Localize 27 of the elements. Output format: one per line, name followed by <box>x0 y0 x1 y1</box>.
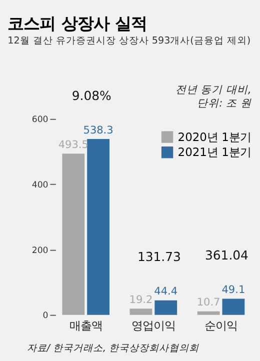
annotation: 131.73 <box>137 249 181 264</box>
chart-subtitle: 12월 결산 유가증권시장 상장사 593개사(금융업 제외) <box>8 35 251 46</box>
chart-title: 코스피 상장사 실적 <box>8 14 147 34</box>
bar <box>154 300 178 315</box>
text: 자료/ 한국거래소, 한국상장회사협의회 <box>26 343 200 354</box>
text: 9.08% <box>72 88 112 103</box>
y-tick-label: 0 <box>42 311 48 322</box>
data-label: 538.3 <box>83 124 114 136</box>
y-tick-label: 400 <box>32 180 48 191</box>
x-tick-label: 순이익 <box>204 318 238 333</box>
bar <box>62 154 85 315</box>
legend-label: 2021년 1분기 <box>178 145 251 160</box>
annotation: 361.04 <box>205 248 249 263</box>
x-tick-label: 영업이익 <box>131 318 176 333</box>
legend-label: 2020년 1분기 <box>178 130 251 144</box>
data-label: 10.7 <box>196 296 220 309</box>
y-tick-label: 200 <box>32 246 48 256</box>
bar <box>87 139 110 315</box>
bar <box>197 311 220 315</box>
bar <box>222 298 245 315</box>
text: 전년 동기 대비, 단위: 조 원 <box>175 84 252 110</box>
y-tick-label: 600 <box>32 115 48 126</box>
data-label: 44.4 <box>154 286 178 298</box>
data-label: 19.2 <box>129 294 153 306</box>
x-tick-label: 매출액 <box>69 318 102 333</box>
bar <box>130 308 152 315</box>
data-label: 49.1 <box>222 284 246 296</box>
